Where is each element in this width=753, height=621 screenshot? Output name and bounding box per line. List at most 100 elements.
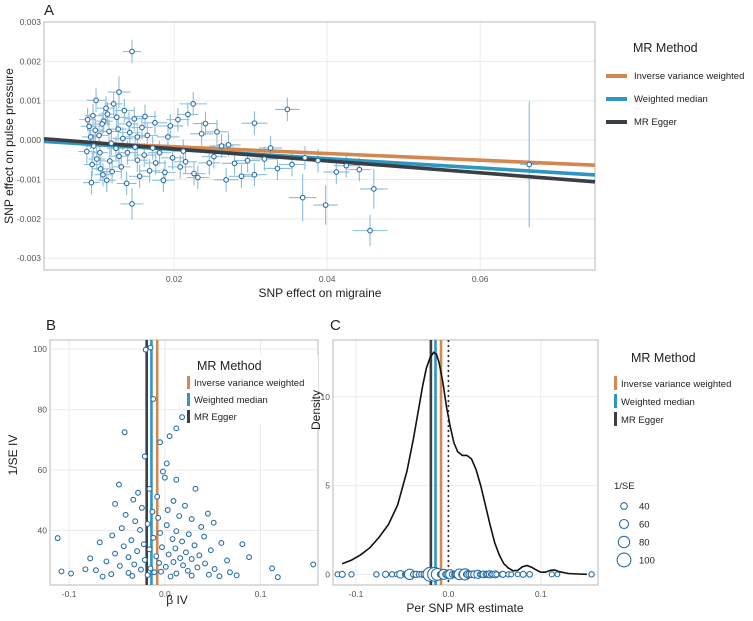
- data-point: [126, 121, 132, 127]
- data-point: [121, 429, 128, 436]
- data-point: [188, 572, 195, 579]
- data-point: [205, 571, 212, 578]
- panel-c-y-tick-label: 10: [321, 392, 331, 402]
- panel-c: C -0.1 0.0 0.1 0 5 10 Per SNP MR estimate De…: [309, 317, 731, 615]
- data-point: [113, 145, 119, 152]
- data-point: [93, 97, 99, 104]
- panel-c-x-tick-label: 0.0: [443, 589, 455, 599]
- data-point: [108, 571, 115, 578]
- legend-label-mr-egger: MR Egger: [634, 117, 677, 128]
- data-point: [231, 160, 238, 167]
- data-point: [113, 114, 120, 121]
- data-point: [162, 563, 169, 570]
- panel-c-rug-points: [334, 566, 595, 582]
- data-point: [131, 561, 138, 568]
- data-point: [170, 497, 177, 504]
- data-point: [202, 560, 209, 567]
- data-point: [274, 165, 281, 172]
- data-point: [92, 127, 99, 134]
- panel-b-y-tick-label: 80: [38, 405, 48, 415]
- size-legend-items: 40 60 80 100: [616, 502, 655, 568]
- data-point: [132, 144, 138, 151]
- data-point: [142, 113, 148, 120]
- panel-b-y-ticks: 40 60 80 100: [33, 344, 47, 535]
- data-point: [207, 547, 214, 554]
- data-point: [162, 169, 168, 176]
- data-point: [224, 557, 231, 564]
- data-point: [97, 149, 103, 156]
- data-point: [261, 156, 268, 162]
- data-point: [88, 179, 95, 186]
- rug-point: [554, 571, 561, 578]
- data-point: [136, 173, 143, 180]
- data-point: [238, 173, 245, 180]
- data-point: [194, 564, 201, 571]
- data-point: [169, 154, 176, 161]
- data-point: [226, 569, 233, 576]
- rug-point: [519, 570, 527, 578]
- data-point: [302, 154, 308, 161]
- panel-a-y-tick-label: 0.000: [20, 135, 42, 145]
- rug-point: [514, 571, 521, 578]
- data-point: [165, 134, 171, 140]
- data-point: [116, 562, 123, 569]
- panel-a-y-tick-label: 0.002: [20, 56, 42, 66]
- data-point: [198, 523, 205, 530]
- data-point: [210, 519, 217, 526]
- panel-c-plot-area: [332, 339, 599, 586]
- data-point: [173, 570, 180, 577]
- data-point: [144, 520, 151, 527]
- data-point: [223, 177, 229, 183]
- data-point: [128, 537, 135, 544]
- legend-label-inverse-variance-weighted: Inverse variance weighted: [634, 71, 744, 82]
- data-point: [104, 111, 111, 117]
- panel-c-letter: C: [330, 317, 341, 334]
- data-point: [173, 528, 180, 535]
- data-point: [356, 166, 363, 173]
- data-point: [163, 460, 170, 467]
- data-point: [152, 119, 158, 126]
- data-point: [141, 152, 148, 158]
- data-point: [182, 502, 188, 509]
- data-point: [322, 202, 329, 208]
- data-point: [179, 414, 186, 421]
- data-point: [202, 120, 209, 127]
- legend-b-label-mr-egger: MR Egger: [194, 412, 237, 423]
- data-point: [153, 553, 160, 560]
- data-point: [167, 123, 174, 129]
- panel-b-x-tick-label: -0.1: [62, 589, 77, 599]
- legend-b-label-weighted-median: Weighted median: [194, 395, 268, 406]
- panel-c-background: [333, 340, 598, 585]
- panel-a-y-ticks: -0.003 -0.002 -0.001 0.000 0.001 0.002 0.003: [17, 17, 41, 263]
- data-point: [169, 536, 176, 542]
- data-point: [289, 161, 295, 168]
- data-point: [134, 548, 141, 555]
- data-point: [225, 141, 232, 148]
- panel-c-legend: MR Method Inverse variance weighted Weig…: [614, 351, 731, 568]
- panel-b-legend-background: [187, 355, 318, 423]
- data-point: [175, 116, 181, 123]
- data-point: [129, 572, 136, 579]
- data-point: [96, 539, 103, 546]
- panel-c-method-lines: [429, 340, 450, 585]
- data-point: [131, 115, 138, 122]
- size-legend-symbol: [620, 502, 628, 510]
- size-legend-label: 80: [639, 538, 650, 549]
- data-point: [149, 145, 156, 151]
- data-point: [115, 126, 122, 132]
- data-point: [239, 541, 246, 548]
- data-point: [191, 170, 197, 177]
- panel-b-points: [54, 344, 317, 581]
- data-point: [284, 106, 291, 113]
- data-point: [173, 425, 180, 432]
- data-point: [180, 562, 186, 569]
- data-point: [84, 116, 91, 123]
- data-point: [141, 556, 148, 563]
- data-point: [115, 481, 122, 488]
- data-point: [139, 124, 145, 131]
- data-point: [160, 177, 167, 184]
- data-point: [299, 194, 306, 201]
- data-point: [130, 496, 137, 503]
- data-point: [89, 161, 96, 168]
